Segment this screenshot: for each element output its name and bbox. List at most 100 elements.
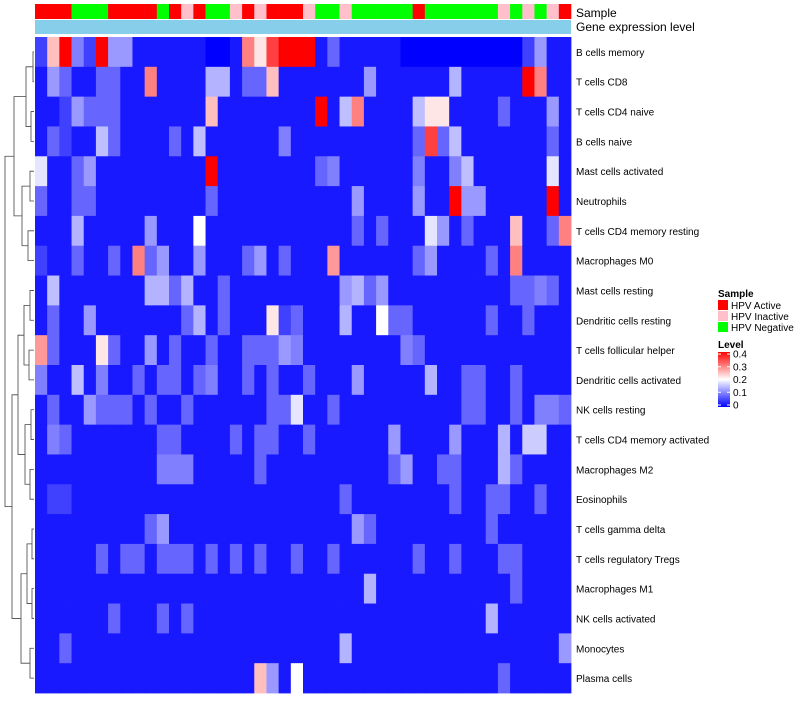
heatmap-cell xyxy=(388,66,401,98)
heatmap-cell xyxy=(108,156,121,187)
heatmap-cell xyxy=(449,514,462,545)
heatmap-cell xyxy=(83,394,97,426)
heatmap-cell xyxy=(461,543,474,575)
heatmap-cell xyxy=(461,663,474,694)
heatmap-cell xyxy=(290,633,304,664)
heatmap-cell xyxy=(376,454,389,485)
heatmap-cell xyxy=(278,365,292,396)
heatmap-cell xyxy=(461,484,474,515)
heatmap-cell xyxy=(363,37,377,68)
heatmap-cell xyxy=(449,543,462,575)
heatmap-cell xyxy=(71,394,85,426)
sample-annotation-cell xyxy=(266,4,279,19)
heatmap-cell xyxy=(193,633,206,664)
heatmap-cell xyxy=(156,663,170,694)
heatmap-cell xyxy=(108,126,121,157)
heatmap-cell xyxy=(546,156,560,187)
heatmap-cell xyxy=(229,245,243,276)
heatmap-cell xyxy=(546,186,560,217)
heatmap-cell xyxy=(278,186,292,217)
heatmap-cell xyxy=(193,156,206,187)
heatmap-cell xyxy=(437,365,450,396)
heatmap-cell xyxy=(144,37,158,68)
heatmap-cell xyxy=(351,633,365,664)
dendrogram-branch xyxy=(32,51,34,83)
heatmap-cell xyxy=(376,96,389,127)
heatmap-cell xyxy=(449,156,462,187)
heatmap-cell xyxy=(156,245,170,276)
heatmap-cell xyxy=(181,96,194,127)
heatmap-cell xyxy=(242,37,255,68)
heatmap-cell xyxy=(303,66,316,98)
heatmap-cell xyxy=(437,543,450,575)
heatmap-cell xyxy=(132,543,146,575)
heatmap-cell xyxy=(71,335,85,366)
heatmap-cell xyxy=(47,66,60,98)
heatmap-cell xyxy=(35,603,48,634)
heatmap-cell xyxy=(376,394,389,426)
sample-annotation-cell xyxy=(205,4,219,19)
heatmap-cell xyxy=(473,156,487,187)
heatmap-cell xyxy=(376,365,389,396)
row-label: T cells gamma delta xyxy=(576,525,666,536)
heatmap-cell xyxy=(400,365,414,396)
heatmap-cell xyxy=(315,245,328,276)
heatmap-cell xyxy=(205,126,219,157)
heatmap-cell xyxy=(205,424,219,455)
heatmap-cell xyxy=(71,126,85,157)
heatmap-cell xyxy=(59,394,72,426)
heatmap-cell xyxy=(461,365,474,396)
heatmap-cell xyxy=(120,514,133,545)
heatmap-cell xyxy=(558,633,572,664)
heatmap-cell xyxy=(254,186,267,217)
heatmap-cell xyxy=(83,37,97,68)
heatmap-cell xyxy=(144,305,158,336)
heatmap-cell xyxy=(35,186,48,217)
heatmap-cell xyxy=(424,365,438,396)
heatmap-cell xyxy=(449,454,462,485)
sample-annotation-cell xyxy=(546,4,560,19)
heatmap-cell xyxy=(461,573,474,604)
heatmap-cell xyxy=(388,245,401,276)
heatmap-cell xyxy=(217,66,231,98)
heatmap-cell xyxy=(339,454,353,485)
heatmap-cell xyxy=(108,663,121,694)
heatmap-cell xyxy=(522,215,535,247)
heatmap-cell xyxy=(437,514,450,545)
heatmap-cell xyxy=(95,424,109,455)
heatmap-cell xyxy=(35,365,48,396)
heatmap-cell xyxy=(412,96,426,127)
heatmap-cell xyxy=(510,156,523,187)
heatmap-cell xyxy=(424,543,438,575)
heatmap-cell xyxy=(546,603,560,634)
heatmap-cell xyxy=(95,454,109,485)
heatmap-cell xyxy=(71,275,85,306)
heatmap-cell xyxy=(59,96,72,127)
heatmap-cell xyxy=(35,37,48,68)
sample-annotation-cell xyxy=(217,4,231,19)
heatmap-cell xyxy=(108,186,121,217)
heatmap-cell xyxy=(461,245,474,276)
heatmap-cell xyxy=(290,365,304,396)
heatmap-cell xyxy=(424,394,438,426)
heatmap-cell xyxy=(558,365,572,396)
heatmap-cell xyxy=(59,633,72,664)
heatmap-cell xyxy=(83,424,97,455)
heatmap-cell xyxy=(278,573,292,604)
heatmap-cell xyxy=(546,573,560,604)
heatmap-cell xyxy=(71,424,85,455)
heatmap-cell xyxy=(497,424,511,455)
heatmap-cell xyxy=(534,275,548,306)
heatmap-cell xyxy=(376,156,389,187)
heatmap-cell xyxy=(473,186,487,217)
legend-item-label: HPV Negative xyxy=(731,323,794,334)
heatmap-cell xyxy=(71,37,85,68)
heatmap-cell xyxy=(546,514,560,545)
heatmap-cell xyxy=(558,394,572,426)
heatmap-cell xyxy=(83,245,97,276)
heatmap-cell xyxy=(400,663,414,694)
heatmap-cell xyxy=(217,514,231,545)
heatmap-cell xyxy=(522,186,535,217)
heatmap-cell xyxy=(497,156,511,187)
heatmap-cell xyxy=(363,365,377,396)
